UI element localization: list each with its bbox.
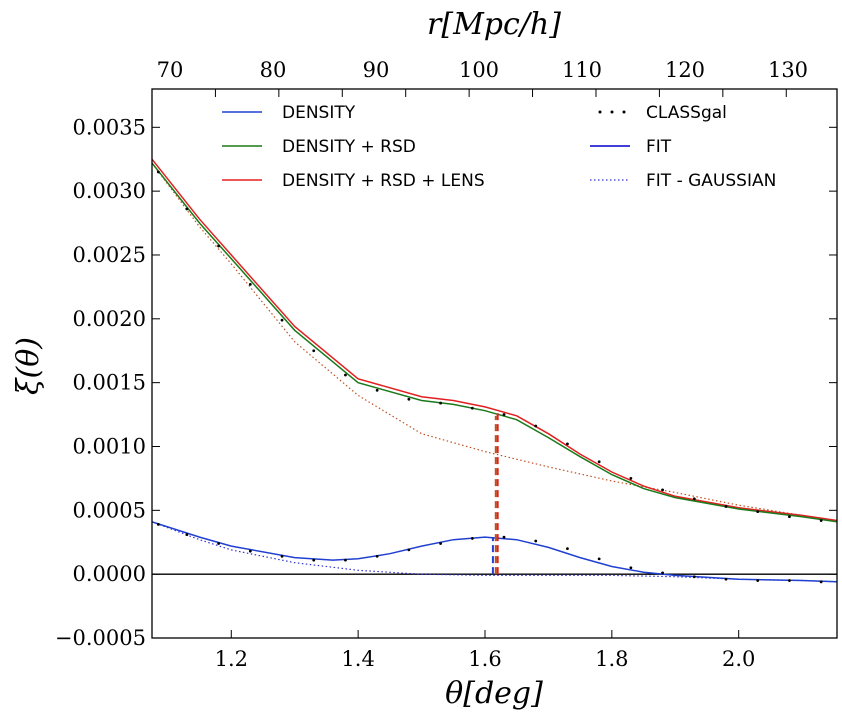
classgal-point — [756, 510, 760, 514]
legend-marker-classgal — [610, 110, 614, 114]
top-tick-label: 90 — [363, 58, 390, 82]
classgal-point — [248, 549, 252, 553]
y-tick-label: 0.0020 — [73, 307, 146, 331]
classgal-point — [692, 497, 696, 501]
x-tick-label: 1.4 — [341, 647, 374, 671]
legend-label-density: DENSITY — [282, 103, 356, 123]
legend-marker-classgal — [598, 110, 602, 114]
x-tick-label: 1.8 — [595, 647, 628, 671]
x-tick-label: 1.6 — [468, 647, 501, 671]
x-tick-label: 2.0 — [722, 647, 755, 671]
classgal-point — [185, 533, 189, 536]
y-tick-label: 0.0015 — [73, 371, 146, 395]
classgal-point — [312, 349, 316, 353]
classgal-point — [375, 554, 379, 558]
classgal-point — [566, 442, 569, 446]
legend-label-fit-gaussian: FIT - GAUSSIAN — [646, 171, 776, 191]
top-tick-label: 120 — [665, 58, 705, 82]
classgal-point — [375, 388, 379, 392]
fit-gaussian-line-0 — [152, 162, 837, 522]
top-axis-title: r[Mpc/h] — [427, 7, 561, 42]
classgal-point — [819, 519, 823, 522]
classgal-point — [724, 577, 728, 581]
classgal-point — [502, 535, 506, 539]
y-tick-label: 0.0035 — [73, 115, 146, 139]
classgal-point — [185, 207, 189, 211]
top-tick-label: 80 — [260, 58, 287, 82]
x-tick-label: 1.2 — [215, 647, 248, 671]
y-tick-label: −0.0005 — [55, 626, 146, 650]
classgal-point — [756, 579, 760, 582]
classgal-point — [534, 539, 538, 543]
top-tick-label: 70 — [157, 58, 184, 82]
legend-label-rsd: DENSITY + RSD — [282, 137, 416, 157]
classgal-point — [597, 460, 601, 464]
classgal-point — [788, 515, 791, 519]
classgal-point — [407, 548, 411, 552]
classgal-point — [280, 318, 284, 322]
classgal-point — [788, 579, 791, 582]
classgal-point — [312, 558, 316, 562]
classgal-point — [661, 488, 664, 492]
legend-marker-classgal — [622, 110, 626, 114]
classgal-point — [661, 571, 664, 575]
y-tick-label: 0.0010 — [73, 434, 146, 458]
classgal-point — [597, 557, 601, 561]
legend: DENSITY DENSITY + RSD DENSITY + RSD + LENS… — [222, 103, 776, 191]
y-axis-title: ξ(θ) — [11, 337, 46, 395]
classgal-point — [534, 424, 538, 428]
classgal-point — [439, 401, 442, 405]
legend-label-fit: FIT — [646, 137, 672, 157]
classgal-point — [248, 282, 252, 286]
classgal-point — [502, 413, 506, 416]
top-tick-label: 130 — [768, 58, 808, 82]
y-tick-label: 0.0030 — [73, 179, 146, 203]
classgal-point — [566, 547, 569, 551]
top-tick-label: 110 — [562, 58, 602, 82]
classgal-point — [724, 505, 728, 508]
series-line-density-rsd — [152, 162, 837, 523]
classgal-point — [407, 397, 411, 401]
classgal-point — [819, 580, 823, 584]
y-tick-label: 0.0000 — [73, 562, 146, 586]
classgal-point — [470, 537, 474, 540]
axis-ticks: −0.0005 0.0000 0.0005 0.0010 0.0015 0.0020 0.0… — [55, 58, 837, 671]
legend-label-classgal: CLASSgal — [646, 103, 727, 123]
classgal-point — [217, 244, 220, 248]
classgal-point — [344, 373, 347, 377]
plot-series-group — [152, 158, 837, 584]
classgal-point — [280, 554, 284, 558]
y-tick-label: 0.0025 — [73, 243, 146, 267]
y-tick-label: 0.0005 — [73, 498, 146, 522]
plot-frame — [151, 88, 838, 639]
classgal-point — [470, 406, 474, 410]
plot-area — [152, 158, 837, 584]
series-line-density-rsd-lens — [152, 158, 837, 522]
classgal-point — [692, 575, 696, 579]
x-axis-title: θ[deg] — [445, 676, 543, 711]
classgal-point — [156, 170, 160, 174]
series-line-density — [152, 521, 837, 583]
top-tick-label: 100 — [459, 58, 499, 82]
classgal-point — [439, 542, 442, 545]
classgal-point — [344, 558, 347, 562]
legend-label-lens: DENSITY + RSD + LENS — [282, 171, 485, 191]
classgal-point — [217, 542, 220, 545]
classgal-point — [156, 522, 160, 526]
classgal-point — [629, 566, 633, 570]
classgal-point — [629, 477, 633, 480]
